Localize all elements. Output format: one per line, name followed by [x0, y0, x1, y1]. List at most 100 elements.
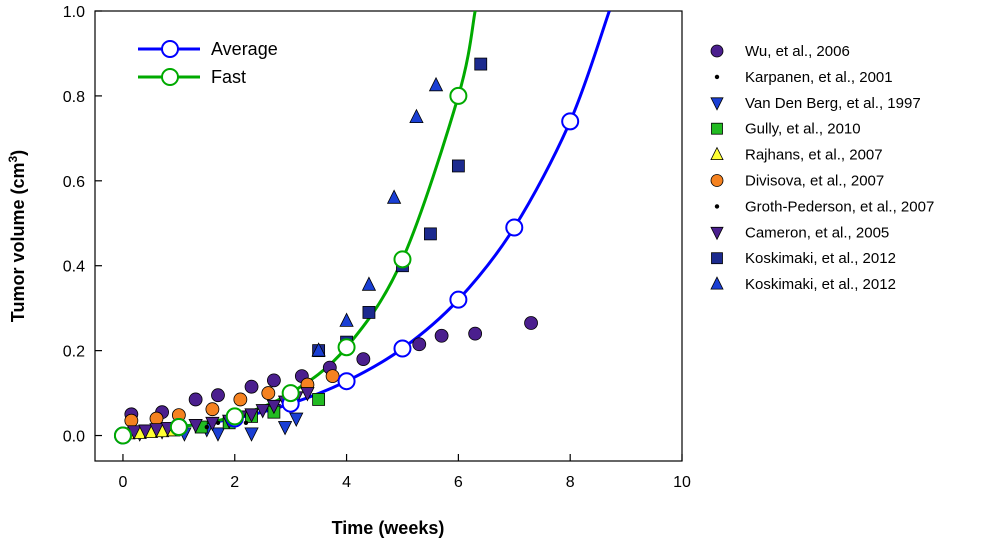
- average-legend-marker: [161, 40, 179, 58]
- legend-label-6: Groth-Pederson, et al., 2007: [745, 198, 934, 215]
- series-9-point: [361, 276, 377, 291]
- x-tick-label: 6: [454, 474, 463, 491]
- legend-marker-7: [710, 226, 724, 241]
- series-8-point: [451, 159, 465, 173]
- x-tick-label: 2: [230, 474, 239, 491]
- series-3-point: [312, 393, 326, 406]
- series-8-point: [424, 227, 437, 241]
- series-8-point: [474, 57, 488, 71]
- legend-marker-2: [710, 97, 724, 111]
- x-tick-label: 0: [118, 474, 127, 491]
- plot-frame: [94, 10, 683, 462]
- legend-marker-6: [714, 204, 720, 209]
- y-axis-title-superscript: 3: [6, 155, 20, 162]
- fast-curve-point: [337, 338, 356, 357]
- series-5-point: [149, 411, 164, 426]
- model-curves: [122, 11, 611, 438]
- series-8-point: [362, 306, 376, 319]
- y-axis-title-close: ): [8, 150, 28, 156]
- x-tick-label: 8: [566, 474, 575, 491]
- series-5-point: [124, 413, 139, 428]
- legend-label-9: Koskimaki, et al., 2012: [745, 276, 896, 293]
- average-legend-label: Average: [211, 39, 278, 59]
- x-tick-label: 10: [673, 474, 691, 491]
- series-9-point: [386, 189, 402, 204]
- series-0-point: [211, 388, 225, 403]
- series-6-point: [204, 424, 210, 430]
- series-0-point: [244, 379, 259, 394]
- legend-marker-3: [711, 122, 723, 135]
- y-tick-label: 1.0: [63, 4, 85, 21]
- y-tick-label: 0.8: [63, 89, 85, 106]
- side-legend: Wu, et al., 2006 Karpanen, et al., 2001 Va…: [710, 43, 934, 293]
- series-2-point: [289, 412, 304, 427]
- fast-curve-point: [113, 426, 132, 445]
- series-9-point: [409, 108, 424, 124]
- average-curve-point: [449, 290, 468, 309]
- series-2-point: [210, 427, 226, 442]
- y-tick-label: 0.6: [63, 174, 85, 191]
- legend-label-8: Koskimaki, et al., 2012: [745, 250, 896, 267]
- fast-curve-point: [169, 418, 188, 437]
- series-5-point: [325, 369, 340, 383]
- legend-label-3: Gully, et al., 2010: [745, 121, 861, 138]
- series-5-point: [205, 402, 220, 417]
- legend-marker-9: [710, 276, 724, 290]
- y-tick-label: 0.0: [63, 429, 85, 446]
- average-curve-line: [122, 11, 611, 438]
- series-7-point: [300, 387, 315, 402]
- legend-label-2: Van Den Berg, et al., 1997: [745, 95, 921, 112]
- legend-label-4: Rajhans, et al., 2007: [745, 147, 883, 164]
- average-curve-point: [393, 339, 412, 358]
- legend-marker-5: [710, 174, 724, 187]
- fast-curve-point: [281, 384, 300, 403]
- legend-label-1: Karpanen, et al., 2001: [745, 69, 893, 86]
- x-tick-label: 4: [342, 474, 351, 491]
- legend-marker-1: [714, 74, 720, 80]
- y-axis-title: Tumor volume (cm3): [6, 150, 28, 322]
- fast-curve-point: [449, 86, 468, 105]
- average-curve-point: [561, 112, 580, 131]
- series-5-point: [233, 392, 248, 407]
- y-tick-label: 0.4: [63, 259, 85, 276]
- series-7-point: [138, 424, 153, 439]
- series-0-point: [188, 392, 203, 407]
- series-0-point: [266, 373, 281, 388]
- fast-legend-marker: [161, 68, 179, 86]
- series-9-point: [339, 312, 354, 327]
- series-9-point: [428, 76, 444, 92]
- inset-legend: Average Fast: [138, 39, 278, 87]
- series-7-point: [244, 408, 259, 423]
- series-0-point: [468, 326, 483, 341]
- axes-frame-layer: [94, 10, 683, 462]
- legend-marker-0: [710, 44, 724, 58]
- data-points: [121, 57, 538, 442]
- series-0-point: [356, 352, 371, 367]
- x-axis-title: Time (weeks): [332, 518, 445, 538]
- series-7-point: [266, 399, 282, 415]
- fast-curve-point: [225, 407, 244, 426]
- series-6-point: [243, 420, 249, 425]
- series-0-point: [524, 316, 538, 330]
- series-7-point: [188, 419, 203, 434]
- axis-ticks: 0 2 4 6 8 10 0.0 0.2 0.4 0.6 0.8 1.0: [63, 4, 691, 491]
- series-2-point: [244, 427, 259, 442]
- y-tick-label: 0.2: [63, 344, 85, 361]
- average-curve-point: [505, 218, 524, 237]
- legend-label-5: Divisova, et al., 2007: [745, 173, 884, 190]
- legend-label-0: Wu, et al., 2006: [745, 43, 850, 60]
- series-9-point: [311, 342, 326, 357]
- legend-marker-4: [710, 146, 724, 161]
- series-0-point: [412, 337, 427, 352]
- fast-legend-label: Fast: [211, 67, 246, 87]
- average-curve-point: [337, 372, 356, 391]
- series-0-point: [434, 328, 449, 343]
- y-axis-title-main: Tumor volume (cm: [8, 162, 28, 322]
- legend-marker-8: [711, 252, 723, 265]
- series-7-point: [255, 404, 270, 419]
- fast-curve-point: [393, 250, 412, 269]
- series-2-point: [277, 421, 293, 436]
- legend-label-7: Cameron, et al., 2005: [745, 224, 889, 241]
- series-7-point: [149, 423, 164, 438]
